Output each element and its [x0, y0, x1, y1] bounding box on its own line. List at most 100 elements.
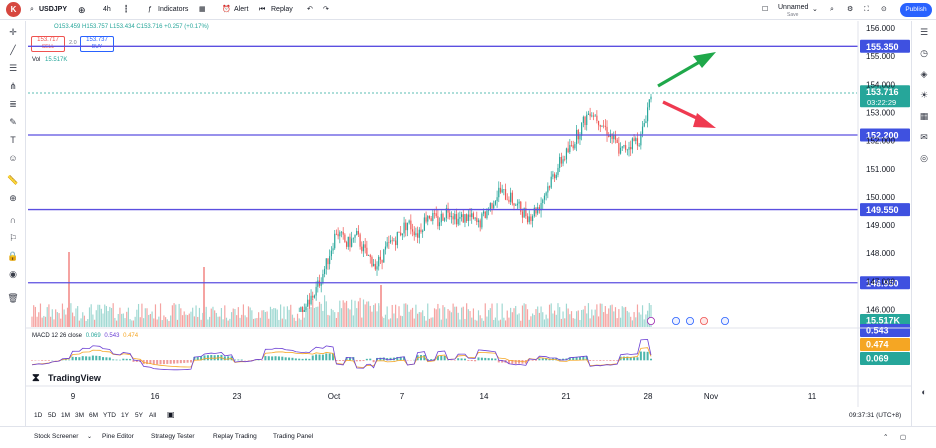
fullscreen-icon[interactable]: ⛶: [864, 6, 869, 13]
zoom-in-icon[interactable]: ⊕: [9, 193, 17, 203]
signal-icon[interactable]: ◎: [920, 153, 928, 163]
candle-body: [477, 220, 480, 223]
screener-chevron-icon[interactable]: ⌄: [87, 434, 93, 440]
trend-line-icon[interactable]: ╱: [10, 45, 16, 55]
clock-icon[interactable]: ◷: [920, 48, 928, 58]
volume-bar: [212, 306, 214, 327]
range-1m[interactable]: 1M: [61, 412, 71, 419]
ruler-icon[interactable]: 📏: [7, 175, 19, 185]
candle-body: [418, 229, 420, 238]
user-avatar[interactable]: K: [6, 2, 21, 17]
volume-bar: [472, 308, 475, 327]
lock-icon[interactable]: 🔒: [7, 251, 19, 261]
alert-icon[interactable]: ⏰: [222, 6, 231, 13]
layers-icon[interactable]: ◈: [920, 69, 928, 79]
replay-button[interactable]: Replay: [271, 6, 293, 13]
horizontal-lines-icon[interactable]: ☰: [8, 63, 18, 73]
chat-icon[interactable]: ✉: [920, 132, 928, 142]
magnet-icon[interactable]: ∩: [9, 215, 17, 225]
macd-hist-bar: [501, 360, 504, 363]
sell-box[interactable]: 153.717 SELL: [31, 36, 65, 52]
fib-icon[interactable]: ≣: [9, 99, 17, 109]
quick-search-icon[interactable]: ⌕: [830, 6, 834, 13]
range-1d[interactable]: 1D: [34, 412, 43, 419]
range-5d[interactable]: 5D: [48, 412, 57, 419]
range-1y[interactable]: 1Y: [121, 412, 129, 419]
bulb-icon[interactable]: ☀: [919, 90, 929, 100]
volume-bar: [68, 252, 70, 327]
candle-body: [351, 238, 353, 247]
crosshair-icon[interactable]: ✛: [9, 27, 17, 37]
text-icon[interactable]: T: [10, 135, 16, 145]
candle-body: [439, 222, 441, 227]
layout-menu-icon[interactable]: ⌄: [812, 6, 818, 13]
layout-checkbox-icon[interactable]: ☐: [762, 6, 769, 13]
drawing-toolbar: ✛ ╱ ☰ ⋔ ≣ ✎ T ☺ 📏 ⊕ ∩ ⚐ 🔒 ◉ 🗑: [0, 21, 26, 426]
candle-body: [379, 256, 381, 260]
lock-drawing-icon[interactable]: ⚐: [8, 233, 18, 243]
volume-bar: [570, 311, 573, 327]
replay-icon[interactable]: ⏮: [259, 6, 266, 13]
help-icon[interactable]: ◐: [921, 387, 927, 397]
alert-button[interactable]: Alert: [234, 6, 249, 13]
indicators-icon[interactable]: ƒ: [148, 6, 152, 13]
undo-icon[interactable]: ↶: [307, 6, 313, 13]
symbol-name[interactable]: USDJPY: [39, 6, 68, 13]
candle-body: [366, 247, 368, 256]
volume-bar: [256, 318, 258, 327]
range-5y[interactable]: 5Y: [135, 412, 143, 419]
layout-name[interactable]: Unnamed: [778, 4, 809, 11]
settings-icon[interactable]: ⚙: [847, 6, 854, 13]
volume-bar: [242, 304, 244, 327]
watchlist-icon[interactable]: ☰: [919, 27, 929, 37]
tab-pine-editor[interactable]: Pine Editor: [102, 433, 134, 440]
eye-icon[interactable]: ◉: [9, 269, 17, 279]
tab-stock-screener[interactable]: Stock Screener: [34, 433, 79, 440]
buy-box[interactable]: 153.737 BUY: [80, 36, 114, 52]
indicators-button[interactable]: Indicators: [158, 6, 189, 13]
search-icon[interactable]: ⌕: [30, 6, 34, 13]
range-6m[interactable]: 6M: [89, 412, 99, 419]
volume-bar: [388, 319, 390, 327]
collapse-panel-icon[interactable]: ⌃: [883, 434, 889, 441]
pitchfork-icon[interactable]: ⋔: [9, 81, 17, 91]
macd-hist-bar: [304, 358, 307, 361]
date-range-icon[interactable]: ▣: [167, 410, 175, 419]
snapshot-icon[interactable]: ⊙: [881, 6, 887, 13]
maximize-panel-icon[interactable]: ▢: [900, 434, 907, 441]
range-all[interactable]: All: [149, 412, 157, 419]
volume-bar: [516, 314, 518, 327]
emoji-icon[interactable]: ☺: [8, 153, 18, 163]
candle-body: [592, 115, 595, 117]
chart-type-icon[interactable]: ┇: [124, 6, 129, 13]
range-3m[interactable]: 3M: [75, 412, 85, 419]
tab-replay-trading[interactable]: Replay Trading: [213, 433, 257, 440]
volume-bar: [479, 315, 481, 327]
interval-button[interactable]: 4h: [103, 6, 111, 13]
time-axis: 9 16 23 Oct 7 14 21 28 Nov 11: [71, 392, 817, 401]
volume-bar: [127, 307, 129, 327]
volume-bar: [496, 303, 498, 327]
calendar-icon[interactable]: ▦: [919, 111, 929, 121]
candle-body: [369, 255, 371, 257]
top-toolbar: K ⌕ USDJPY ⊕ 4h ┇ ƒ Indicators ▦ ⏰ Alert…: [0, 0, 936, 20]
templates-icon[interactable]: ▦: [199, 6, 206, 13]
macd-value-label: 0.069: [866, 354, 889, 364]
candle-body: [395, 240, 397, 246]
macd-hist-bar: [98, 356, 101, 361]
macd-hist-bar: [396, 356, 399, 361]
volume-bar: [271, 309, 273, 327]
redo-icon[interactable]: ↷: [323, 6, 329, 13]
macd-hist-bar: [142, 360, 145, 365]
clock-time[interactable]: 09:37:31 (UTC+8): [849, 412, 902, 419]
macd-legend-macd: 0.069: [85, 333, 101, 339]
add-symbol-icon[interactable]: ⊕: [78, 5, 86, 15]
publish-button[interactable]: Publish: [900, 3, 932, 17]
range-ytd[interactable]: YTD: [103, 412, 116, 419]
volume-bar: [597, 316, 600, 327]
trash-icon[interactable]: 🗑: [7, 293, 19, 303]
tab-strategy-tester[interactable]: Strategy Tester: [151, 433, 195, 440]
tab-trading-panel[interactable]: Trading Panel: [273, 433, 314, 440]
brush-icon[interactable]: ✎: [9, 117, 17, 127]
